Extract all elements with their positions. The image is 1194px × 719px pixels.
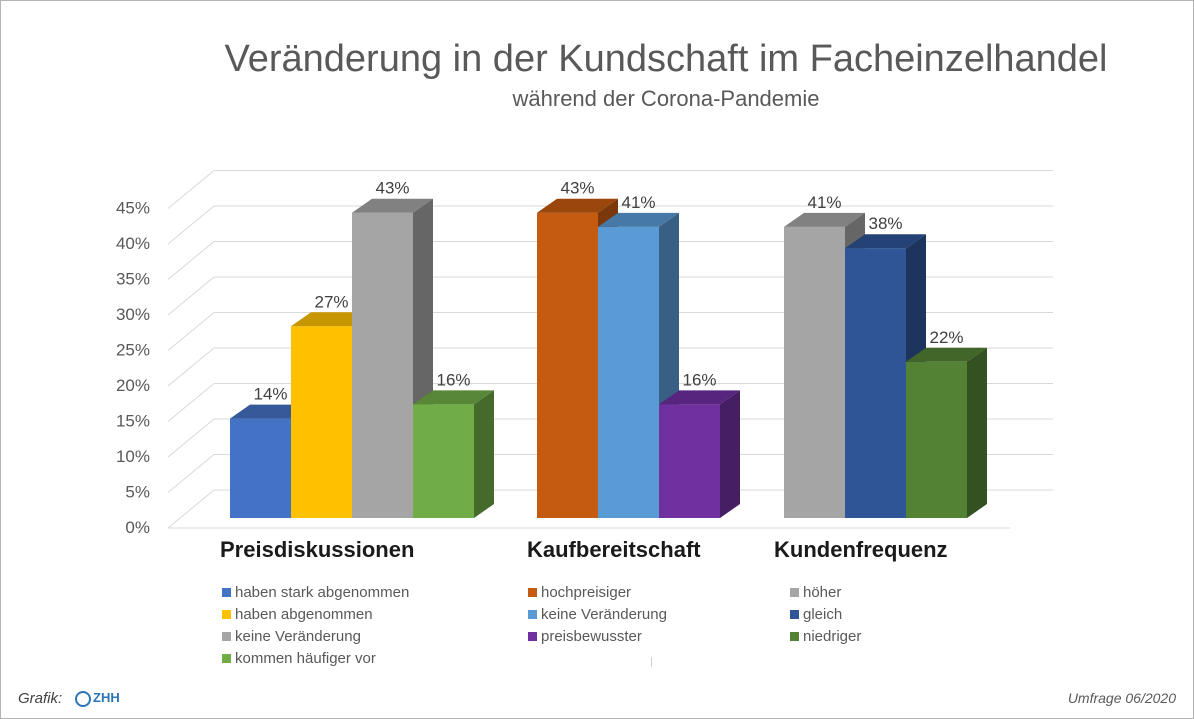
footer-source-label: Grafik: [18,690,63,707]
y-tick-label: 15% [116,412,150,431]
bar-front [598,226,659,518]
y-tick-label: 25% [116,341,150,360]
zhh-logo-icon [75,691,91,707]
bar-top [291,312,372,327]
legend-kundenfrequenz: höher gleich niedriger [790,582,861,648]
data-label: 14% [253,385,287,404]
group-label: Preisdiskussionen [220,537,414,562]
legend-item: höher [790,582,861,604]
chart-title: Veränderung in der Kundschaft im Fachein… [224,38,1108,80]
gridline-diagonal [167,489,215,529]
data-label: 16% [436,370,470,389]
y-tick-label: 5% [125,483,150,502]
legend-label: niedriger [803,628,862,645]
gridline-diagonal [167,383,215,422]
bar-top [659,390,740,405]
group-label: Kundenfrequenz [774,537,948,562]
bar-top [230,404,311,419]
legend-label: haben abgenommen [235,606,373,623]
bar-top [537,198,618,213]
data-label: 43% [375,179,409,198]
legend-item: gleich [790,604,861,626]
legend-label: kommen häufiger vor [235,650,376,667]
gridline-diagonal [167,170,215,209]
legend-swatch [222,632,231,641]
gridline-diagonal [167,205,215,245]
bar-front [906,361,967,518]
data-label: 16% [682,370,716,389]
bar-top [784,212,865,227]
bar-front [413,404,474,518]
legend-label: gleich [803,606,843,623]
bar-side [967,347,987,518]
y-tick-label: 20% [116,376,150,395]
gridline-diagonal [167,418,215,458]
y-tick-label: 35% [116,270,150,289]
bar-front [230,418,291,518]
data-label: 43% [560,179,594,198]
data-label: 41% [807,193,841,212]
legend-swatch [222,588,231,597]
data-label: 27% [314,292,348,311]
legend-label: preisbewusster [541,628,642,645]
legend-swatch [528,610,537,619]
bar-front [537,212,598,518]
legend-label: keine Veränderung [235,628,361,645]
bar-front [659,404,720,518]
legend-swatch [790,610,799,619]
gridline-diagonal [167,276,215,316]
legend-swatch [222,610,231,619]
legend-swatch [528,588,537,597]
y-tick-label: 45% [116,199,150,218]
y-tick-label: 0% [125,518,150,537]
bar-side [474,390,494,518]
legend-label: haben stark abgenommen [235,584,410,601]
bar-top [845,234,926,249]
data-label: 41% [621,193,655,212]
gridline-diagonal [167,454,215,493]
legend-label: höher [803,584,842,601]
gridline-diagonal [167,312,215,351]
footer-survey-date: Umfrage 06/2020 [1067,690,1176,706]
gridline-diagonal [167,347,215,387]
zhh-logo-text: ZHH [93,690,120,705]
legend-item: keine Veränderung [222,626,409,648]
data-label: 38% [868,214,902,233]
legend-swatch [790,588,799,597]
legend-label: hochpreisiger [541,584,632,601]
bar-top [598,212,679,227]
legend-item: niedriger [790,626,861,648]
bar-top [906,347,987,362]
y-tick-label: 30% [116,305,150,324]
gridline-diagonal [167,241,215,280]
bar-top [352,198,433,213]
group-label: Kaufbereitschaft [527,537,701,562]
legend-label: keine Veränderung [541,606,667,623]
legend-item: keine Veränderung [528,604,667,626]
legend-item: hochpreisiger [528,582,667,604]
legend-swatch [790,632,799,641]
y-tick-label: 10% [116,447,150,466]
bar-side [720,390,740,518]
data-label: 22% [929,328,963,347]
legend-item: haben stark abgenommen [222,582,409,604]
bar-front [352,212,413,518]
legend-swatch [222,654,231,663]
legend-item: kommen häufiger vor [222,648,409,670]
legend-item: haben abgenommen [222,604,409,626]
chart-subtitle: während der Corona-Pandemie [512,86,820,111]
bar-front [291,326,352,518]
bar-top [413,390,494,405]
legend-kaufbereitschaft: hochpreisiger keine Veränderung preisbewus… [528,582,667,648]
legend-swatch [528,632,537,641]
legend-separator [651,657,652,667]
y-tick-label: 40% [116,234,150,253]
legend-preisdiskussionen: haben stark abgenommen haben abgenommen ke… [222,582,409,670]
bar-front [845,248,906,518]
bar-front [784,226,845,518]
legend-item: preisbewusster [528,626,667,648]
